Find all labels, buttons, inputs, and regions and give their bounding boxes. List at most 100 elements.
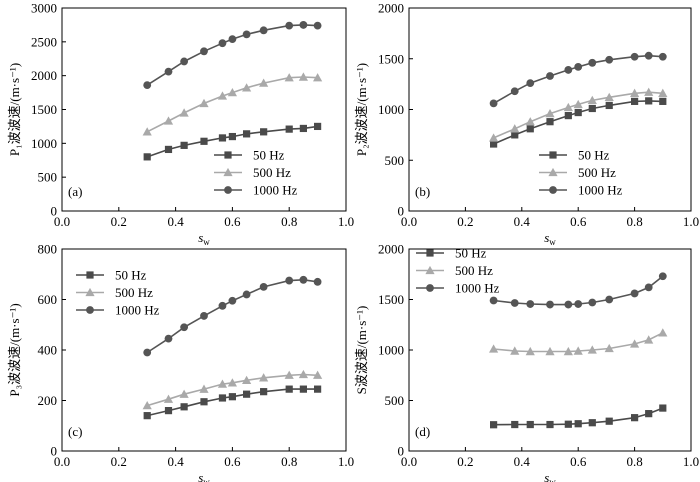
legend-marker	[223, 167, 233, 177]
y-tick-label: 500	[385, 393, 405, 408]
data-point	[228, 132, 236, 141]
data-point	[630, 52, 639, 61]
data-point	[546, 300, 554, 309]
data-point	[489, 344, 499, 353]
data-point	[243, 390, 251, 398]
data-point	[217, 91, 228, 100]
data-point	[313, 73, 323, 82]
data-point	[564, 111, 572, 120]
x-tick-label: 0.6	[570, 214, 587, 229]
y-tick-label: 1500	[378, 292, 404, 307]
y-tick-label: 1500	[31, 102, 57, 117]
data-point	[180, 141, 188, 149]
data-point	[218, 301, 227, 310]
x-tick-label: 0.0	[401, 454, 417, 469]
legend-label: 50 Hz	[578, 148, 610, 163]
data-point	[242, 30, 251, 39]
data-point	[574, 300, 583, 308]
data-point	[489, 99, 498, 108]
data-point	[299, 21, 308, 29]
data-point	[285, 21, 294, 30]
data-point	[242, 83, 252, 92]
x-tick-label: 0.2	[457, 454, 473, 469]
data-point	[164, 145, 173, 154]
data-point	[546, 118, 554, 126]
data-point	[631, 414, 639, 422]
panel-label: (a)	[68, 184, 82, 199]
data-point	[644, 51, 653, 60]
y-tick-label: 400	[38, 343, 58, 358]
data-point	[218, 39, 227, 48]
data-point	[604, 92, 614, 101]
legend-label: 500 Hz	[253, 165, 291, 180]
data-point	[217, 379, 228, 388]
y-axis-label: S波波速/(m·s⁻¹)	[354, 306, 369, 395]
data-point	[489, 296, 498, 305]
data-point	[299, 124, 307, 133]
data-point	[545, 108, 555, 118]
chart-panel-d: 0.0 0.2 0.4 0.6 0.8 1.0 0 500 1000 1500 2000 sw S波波速…	[354, 242, 699, 482]
y-tick-label: 500	[38, 170, 58, 185]
x-tick-label: 0.8	[281, 454, 297, 469]
data-point	[645, 410, 653, 418]
data-point	[259, 26, 268, 35]
y-tick-label: 0	[51, 204, 58, 219]
y-tick-label: 2000	[31, 68, 57, 83]
data-point	[200, 312, 208, 320]
data-point	[631, 97, 639, 105]
x-tick-label: 0.0	[54, 454, 70, 469]
legend-marker	[85, 287, 95, 297]
data-point	[259, 373, 269, 382]
data-point	[526, 125, 534, 133]
y-tick-label: 0	[398, 204, 405, 219]
data-point	[546, 420, 554, 429]
data-point	[142, 400, 152, 410]
data-point	[605, 55, 614, 64]
y-axis-label: P₁波波速/(m·s⁻¹)	[7, 63, 22, 156]
y-tick-label: 0	[51, 444, 58, 459]
data-point	[200, 47, 208, 56]
data-point	[630, 88, 640, 97]
legend-label: 500 Hz	[455, 263, 493, 278]
legend-label: 1000 Hz	[115, 303, 160, 318]
x-tick-label: 0.2	[457, 214, 473, 229]
panel-label: (d)	[415, 424, 430, 439]
data-point	[242, 290, 251, 299]
panel-label: (b)	[415, 184, 430, 199]
data-point	[228, 296, 237, 305]
legend: 50 Hz 500 Hz 1000 Hz	[76, 268, 160, 318]
chart-panel-b: 0.0 0.2 0.4 0.6 0.8 1.0 0 500 1000 1500 2000 sw P₂波波…	[354, 1, 699, 248]
x-axis-label: sw	[198, 230, 210, 247]
data-point	[545, 346, 555, 356]
data-point	[228, 393, 236, 401]
data-point	[587, 95, 597, 105]
x-tick-label: 1.0	[683, 214, 699, 229]
data-point	[143, 412, 151, 420]
legend-marker	[224, 186, 232, 194]
data-point	[644, 87, 654, 96]
data-point	[163, 116, 174, 125]
data-point	[259, 78, 269, 87]
y-tick-label: 1000	[378, 102, 404, 117]
data-point	[143, 348, 152, 357]
y-axis-label: P₃波波速/(m·s⁻¹)	[7, 303, 22, 396]
data-point	[658, 88, 668, 97]
data-point	[199, 384, 209, 393]
x-axis-label: sw	[544, 230, 556, 247]
x-tick-label: 0.4	[514, 454, 531, 469]
y-tick-label: 2000	[378, 1, 404, 16]
data-point	[490, 421, 498, 429]
data-point	[285, 276, 294, 285]
plot-frame	[61, 7, 347, 212]
data-point	[314, 385, 322, 393]
data-point	[285, 125, 293, 133]
legend-label: 1000 Hz	[253, 183, 298, 198]
x-tick-label: 0.8	[281, 214, 297, 229]
x-tick-label: 1.0	[338, 454, 354, 469]
legend-marker	[224, 151, 232, 159]
data-point	[227, 378, 237, 387]
data-point	[510, 124, 520, 133]
legend: 50 Hz 500 Hz 1000 Hz	[539, 148, 623, 198]
data-point	[284, 370, 294, 379]
